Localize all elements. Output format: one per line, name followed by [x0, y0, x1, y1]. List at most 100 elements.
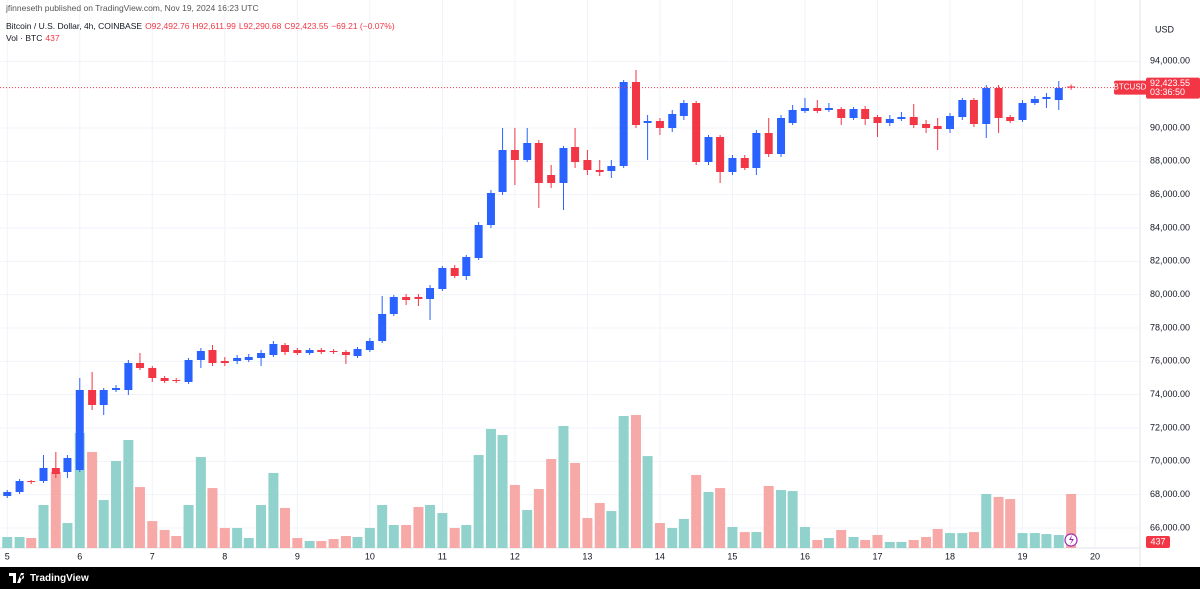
volume-bar: [799, 526, 810, 548]
volume-bar: [957, 533, 968, 548]
candle-body: [1018, 103, 1027, 120]
x-tick-label: 7: [150, 551, 155, 561]
x-tick-label: 8: [222, 551, 227, 561]
volume-bar: [533, 489, 544, 548]
y-tick-label: 80,000.00: [1150, 289, 1190, 299]
volume-tag: [1146, 536, 1170, 548]
candle-body: [969, 100, 978, 124]
volume-bar: [630, 415, 641, 548]
volume-bar: [449, 527, 460, 548]
volume-bar: [340, 536, 351, 548]
volume-bar: [691, 474, 702, 548]
candle-body: [595, 170, 604, 172]
candle-body: [208, 350, 217, 363]
volume-bar: [388, 525, 399, 548]
alert-icon-bolt: [1069, 535, 1074, 545]
candle-body: [317, 350, 326, 352]
change: −69.21 (−0.07%): [331, 21, 395, 31]
volume-bar: [232, 527, 243, 548]
candle-body: [402, 297, 411, 300]
volume-bar: [787, 491, 798, 548]
candle-body: [474, 225, 483, 258]
candle-body: [438, 268, 447, 289]
volume-bar: [147, 521, 158, 548]
publish-line: jfinneseth published on TradingView.com,…: [6, 3, 259, 13]
volume-bar: [968, 532, 979, 548]
symbol: Bitcoin / U.S. Dollar, 4h, COINBASE: [6, 21, 143, 31]
candle-body: [329, 351, 338, 352]
volume-bar: [123, 439, 134, 548]
ohlc-close: C92,423.55: [284, 21, 329, 31]
candle-body: [922, 124, 931, 128]
candle-body: [1067, 86, 1076, 88]
volume-bar: [582, 517, 593, 548]
candle-body: [160, 378, 169, 381]
candle-body: [498, 150, 507, 192]
volume-bar: [509, 484, 520, 548]
volume-bar: [401, 525, 412, 548]
volume-bar: [678, 518, 689, 548]
volume-bar: [642, 456, 653, 548]
candle-body: [3, 492, 12, 496]
brand: TradingView: [30, 572, 89, 584]
volume-bar: [981, 493, 992, 548]
volume-bar: [159, 529, 170, 548]
y-tick-label: 70,000.00: [1150, 456, 1190, 466]
price-tag: [1146, 77, 1200, 99]
candle-body: [353, 349, 362, 356]
candle-body: [233, 358, 242, 361]
candle-body: [135, 363, 144, 368]
y-tick-label: 84,000.00: [1150, 222, 1190, 232]
candle-body: [704, 137, 713, 162]
x-tick-label: 16: [800, 551, 810, 561]
candle-body: [523, 143, 532, 160]
candle-body: [172, 380, 181, 381]
volume-bar: [727, 526, 738, 548]
price-tag-label: 92,423.55: [1150, 78, 1190, 88]
volume-bar: [256, 504, 267, 548]
volume-bar: [485, 428, 496, 548]
candle-body: [365, 341, 374, 350]
candle-body: [1006, 117, 1015, 121]
volume-bar: [703, 492, 714, 548]
volume-bar: [219, 527, 230, 548]
x-tick-label: 14: [655, 551, 665, 561]
volume-bar: [437, 513, 448, 548]
candle-body: [861, 109, 870, 119]
volume-bar: [62, 523, 73, 548]
volume-bar: [848, 536, 859, 548]
volume-bar: [183, 504, 194, 548]
volume-bar: [377, 504, 388, 548]
volume-bar: [134, 487, 145, 548]
candle-body: [389, 297, 398, 314]
candle-body: [583, 160, 592, 170]
candle-body: [692, 103, 701, 162]
candle-body: [800, 108, 809, 111]
x-tick-label: 20: [1090, 551, 1100, 561]
volume-bar: [87, 451, 98, 548]
candle-body: [994, 88, 1003, 118]
candle-body: [305, 350, 314, 353]
candle-body: [341, 352, 350, 355]
y-tick-label: 66,000.00: [1150, 522, 1190, 532]
candle-body: [196, 351, 205, 360]
candle-body: [716, 137, 725, 172]
publisher: jfinneseth published on TradingView.com,…: [6, 3, 259, 13]
volume-bar: [171, 536, 182, 548]
candle-body: [885, 119, 894, 123]
candle-body: [764, 133, 773, 154]
candle-body: [257, 353, 266, 358]
legend-line: Bitcoin / U.S. Dollar, 4h, COINBASE O92,…: [6, 21, 395, 31]
ohlc-high: H92,611.99: [192, 21, 236, 31]
volume-bar: [1029, 533, 1040, 548]
volume-bar: [932, 528, 943, 548]
volume-bar: [884, 541, 895, 548]
volume-bar: [522, 510, 533, 548]
symbol-tag: [1114, 80, 1147, 95]
candle-body: [728, 158, 737, 172]
volume-bar: [945, 533, 955, 548]
volume-bar: [304, 540, 315, 548]
candle-body: [788, 110, 797, 123]
x-tick-label: 12: [510, 551, 520, 561]
